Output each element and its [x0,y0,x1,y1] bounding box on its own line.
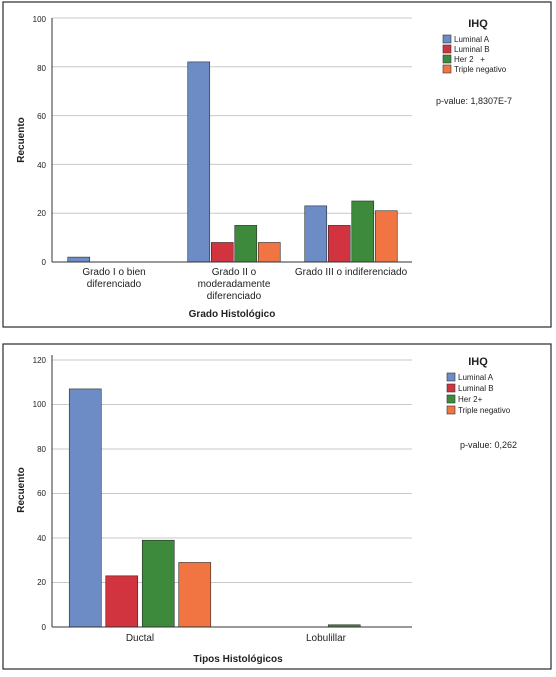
y-tick-label: 80 [37,445,46,454]
x-tick-label: Grado I o bien [82,267,145,278]
chart-1-y-axis-title: Recuento [16,117,27,163]
y-tick-label: 20 [37,209,46,218]
chart-2-y-axis-title: Recuento [16,467,27,513]
legend-swatch-luminal-b [446,383,456,393]
chart-2-x-axis-title: Tipos Histológicos [193,654,283,665]
chart-1-y-ticks: 0 20 40 60 80 100 [33,15,47,267]
legend-label-luminal-a: Luminal A [458,373,494,382]
legend-label-triple-negativo: Triple negativo [458,406,511,415]
chart-1: 0 20 40 60 80 100 Recuento Grado I o bie… [2,1,552,328]
chart-2-p-value: p-value: 0,262 [460,440,517,450]
bar-luminal-a [67,256,91,263]
legend-swatch-triple-negativo [442,64,452,74]
y-tick-label: 60 [37,112,46,121]
chart-1-p-value: p-value: 1,8307E-7 [436,96,512,106]
legend-label-triple-negativo: Triple negativo [454,65,507,74]
legend-label-her2: Her 2 + [454,55,485,64]
bar-luminal-b [327,225,351,263]
chart-1-x-axis-title: Grado Histológico [189,309,276,320]
y-tick-label: 40 [37,161,46,170]
chart-2: 0 20 40 60 80 100 120 Recuento Ductal Lo… [2,343,552,670]
legend-swatch-luminal-b [442,44,452,54]
legend-swatch-luminal-a [442,34,452,44]
legend-title: IHQ [468,356,488,368]
chart-2-x-tick-labels: Ductal Lobulillar [126,633,347,644]
x-tick-label: Grado II o [212,267,257,278]
x-tick-label: Ductal [126,633,154,644]
chart-2-bars [68,388,361,628]
x-tick-label: Grado III o indiferenciado [295,267,408,278]
legend-swatch-luminal-a [446,372,456,382]
legend-label-luminal-a: Luminal A [454,35,490,44]
y-tick-label: 40 [37,534,46,543]
legend-label-luminal-b: Luminal B [458,384,494,393]
legend-swatch-her2 [446,394,456,404]
bar-triple-negativo [178,562,212,628]
y-tick-label: 60 [37,489,46,498]
bar-luminal-a [68,388,102,628]
bar-luminal-b [105,575,139,628]
x-tick-label: Lobulillar [306,633,347,644]
x-tick-label: diferenciado [207,291,262,302]
y-tick-label: 80 [37,64,46,73]
bar-luminal-a [304,205,328,263]
bar-her2 [141,539,175,628]
chart-2-legend: IHQ Luminal A Luminal B Her 2+ Triple ne… [446,356,511,415]
chart-1-legend: IHQ Luminal A Luminal B Her 2 + Triple n… [442,18,507,74]
legend-label-her2: Her 2+ [458,395,483,404]
chart-2-gridlines [52,359,412,583]
x-tick-label: diferenciado [87,279,142,290]
bar-triple-negativo [257,242,281,263]
bar-triple-negativo [374,210,398,263]
legend-title: IHQ [468,18,488,30]
bar-luminal-a [187,61,211,263]
bar-luminal-b [210,242,234,263]
y-tick-label: 20 [37,578,46,587]
bar-her2 [351,200,375,263]
chart-2-y-ticks: 0 20 40 60 80 100 120 [33,356,47,632]
bar-her2 [234,225,258,263]
legend-swatch-triple-negativo [446,405,456,415]
chart-1-x-tick-labels: Grado I o bien diferenciado Grado II o m… [82,267,407,302]
y-tick-label: 100 [33,15,47,24]
legend-swatch-her2 [442,54,452,64]
legend-label-luminal-b: Luminal B [454,45,490,54]
x-tick-label: moderadamente [198,279,271,290]
y-tick-label: 120 [33,356,47,365]
y-tick-label: 0 [42,623,47,632]
y-tick-label: 0 [42,258,47,267]
y-tick-label: 100 [33,400,47,409]
